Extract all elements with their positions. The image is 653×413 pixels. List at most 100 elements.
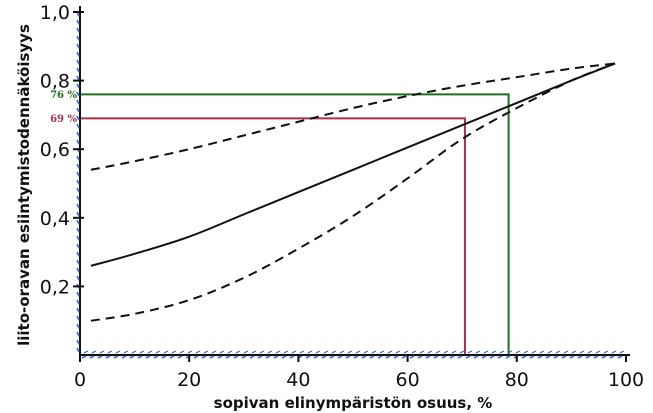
x-axis-pattern-mark — [466, 356, 470, 358]
x-axis-pattern-mark — [170, 356, 174, 358]
x-axis-pattern-mark — [244, 351, 248, 353]
x-tick-label: 0 — [74, 369, 86, 391]
y-axis-pattern-mark — [77, 156, 79, 160]
x-axis-pattern-mark — [268, 351, 272, 353]
y-axis-pattern-mark — [77, 20, 79, 24]
x-axis-pattern-mark — [530, 356, 534, 358]
x-axis-pattern-mark — [306, 356, 310, 358]
y-axis-pattern-mark — [77, 348, 79, 352]
x-axis-pattern-mark — [242, 356, 246, 358]
x-axis-pattern-mark — [122, 356, 126, 358]
x-axis-pattern-mark — [402, 356, 406, 358]
y-axis-pattern-mark — [77, 244, 79, 248]
x-axis-pattern-mark — [354, 356, 358, 358]
x-axis-pattern-mark — [620, 351, 624, 353]
x-axis-pattern-mark — [548, 351, 552, 353]
y-axis-pattern-mark — [77, 180, 79, 184]
x-tick-label: 20 — [177, 369, 201, 391]
x-axis-pattern-mark — [500, 351, 504, 353]
x-axis-pattern-mark — [82, 356, 86, 358]
y-axis-pattern-mark — [77, 140, 79, 144]
x-axis-pattern-mark — [612, 351, 616, 353]
x-axis-pattern-mark — [538, 356, 542, 358]
y-axis-pattern-mark — [77, 68, 79, 72]
x-axis-pattern-mark — [444, 351, 448, 353]
y-tick-label: 1,0 — [40, 2, 70, 24]
x-axis-pattern-mark — [460, 351, 464, 353]
y-axis-pattern-mark — [77, 92, 79, 96]
x-axis-pattern-mark — [308, 351, 312, 353]
x-axis-pattern-mark — [292, 351, 296, 353]
x-axis-pattern-mark — [234, 356, 238, 358]
y-axis-pattern-mark — [77, 132, 79, 136]
x-axis-pattern-mark — [154, 356, 158, 358]
x-axis-pattern-mark — [204, 351, 208, 353]
y-axis-pattern-mark — [77, 52, 79, 56]
y-axis-pattern-mark — [77, 84, 79, 88]
x-tick-label: 80 — [505, 369, 529, 391]
x-axis-pattern-mark — [132, 351, 136, 353]
y-axis-pattern-mark — [77, 300, 79, 304]
y-axis-pattern-mark — [77, 340, 79, 344]
y-axis-pattern-mark — [77, 76, 79, 80]
y-axis-pattern-mark — [77, 116, 79, 120]
x-axis-pattern-mark — [314, 356, 318, 358]
reference-line-2 — [80, 118, 465, 355]
ticks-layer: 0,2 0,4 0,6 0,8 1,0 0 20 40 60 80 100 — [40, 2, 644, 391]
upper-bound-curve — [91, 63, 615, 169]
x-axis-pattern-mark — [436, 351, 440, 353]
x-axis-pattern-mark — [356, 351, 360, 353]
y-axis-pattern-mark — [77, 188, 79, 192]
x-axis-pattern-mark — [164, 351, 168, 353]
y-axis-pattern-mark — [77, 172, 79, 176]
x-axis-pattern-mark — [394, 356, 398, 358]
x-axis-pattern-mark — [332, 351, 336, 353]
y-axis-pattern-mark — [77, 276, 79, 280]
x-axis-title: sopivan elinympäristön osuus, % — [214, 394, 493, 412]
x-tick-label: 100 — [608, 369, 644, 391]
x-axis-pattern-mark — [276, 351, 280, 353]
x-axis-pattern-mark — [108, 351, 112, 353]
x-axis-pattern-mark — [380, 351, 384, 353]
x-axis-pattern-mark — [196, 351, 200, 353]
x-axis-pattern-mark — [588, 351, 592, 353]
y-axis-pattern-mark — [77, 316, 79, 320]
x-axis-pattern-mark — [124, 351, 128, 353]
x-axis-pattern-mark — [554, 356, 558, 358]
y-axis-pattern-mark — [77, 268, 79, 272]
x-axis-pattern-mark — [386, 356, 390, 358]
x-axis-pattern-mark — [90, 356, 94, 358]
x-axis-pattern-mark — [84, 351, 88, 353]
x-axis-pattern-mark — [578, 356, 582, 358]
x-axis-pattern-mark — [564, 351, 568, 353]
y-axis-pattern-mark — [77, 164, 79, 168]
x-axis-pattern-mark — [212, 351, 216, 353]
x-axis-pattern-mark — [450, 356, 454, 358]
x-axis-pattern-mark — [492, 351, 496, 353]
x-axis-pattern-mark — [324, 351, 328, 353]
x-axis-pattern-mark — [340, 351, 344, 353]
x-axis-pattern-mark — [258, 356, 262, 358]
x-axis-pattern-mark — [474, 356, 478, 358]
y-axis-title: liito-oravan esiintymistodennäköisyys — [15, 24, 33, 346]
y-tick-label: 0,4 — [40, 208, 70, 230]
x-axis-pattern-mark — [562, 356, 566, 358]
x-axis-pattern-mark — [442, 356, 446, 358]
y-axis-pattern-mark — [77, 108, 79, 112]
x-axis-pattern-mark — [468, 351, 472, 353]
y-axis-pattern-mark — [77, 36, 79, 40]
x-tick-label: 60 — [396, 369, 420, 391]
x-axis-pattern-mark — [250, 356, 254, 358]
x-axis-pattern-mark — [316, 351, 320, 353]
x-axis-pattern-mark — [506, 356, 510, 358]
x-axis-pattern-mark — [188, 351, 192, 353]
x-axis-pattern-mark — [434, 356, 438, 358]
x-axis-pattern-mark — [100, 351, 104, 353]
x-axis-pattern-mark — [396, 351, 400, 353]
x-axis-pattern-mark — [540, 351, 544, 353]
y-axis-pattern-mark — [77, 28, 79, 32]
series-layer — [91, 63, 615, 320]
x-axis-pattern-mark — [388, 351, 392, 353]
x-axis-pattern-mark — [178, 356, 182, 358]
x-axis-pattern-mark — [412, 351, 416, 353]
